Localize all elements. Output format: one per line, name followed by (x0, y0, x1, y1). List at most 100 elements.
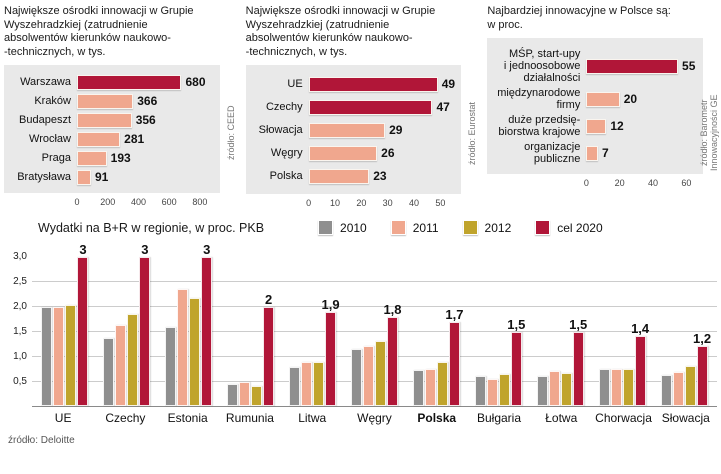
x-axis: 0 200 400 600 800 (4, 193, 220, 207)
bar-row: Czechy 47 (249, 96, 459, 118)
bar-row: Słowacja 29 (249, 119, 459, 141)
bar-row: UE 49 (249, 73, 459, 95)
bar-group: 1,2 (653, 257, 715, 406)
bar-slot: 1,5 (569, 257, 587, 406)
x-axis-label: Litwa (298, 411, 327, 425)
bar-slot (622, 257, 634, 406)
bar-value-label: 3 (141, 242, 149, 257)
x-axis-tick: 0 (306, 198, 312, 208)
bar (598, 369, 610, 406)
bar-slot (660, 257, 672, 406)
bar-chart-cities: Warszawa 680 Kraków 366 Budapeszt 356 Wrocław 2… (4, 65, 220, 207)
category-label: Słowacja (258, 124, 303, 136)
bar (308, 122, 386, 138)
bar-slot: 1,5 (507, 257, 525, 406)
bar-slot (486, 257, 498, 406)
bar-slot (548, 257, 560, 406)
y-axis-tick: 1,0 (13, 351, 27, 362)
bar-area: 29 (308, 122, 459, 138)
bar-row: Praga 193 (7, 149, 217, 167)
x-axis-label: Rumunia (225, 411, 274, 425)
bar (448, 321, 460, 406)
category-label: Warszawa (20, 76, 71, 88)
legend-item: 2011 (390, 220, 439, 235)
bar (622, 368, 634, 406)
bar-slot (374, 257, 386, 406)
bar (560, 373, 572, 406)
bar-value: 12 (610, 119, 624, 133)
bar-value: 47 (436, 100, 450, 114)
legend-swatch (535, 220, 551, 235)
category-label: Bratysława (17, 171, 71, 183)
bar-value: 49 (441, 77, 456, 91)
bar-value: 23 (373, 169, 387, 183)
legend-item: cel 2020 (535, 220, 603, 235)
bar (325, 311, 337, 406)
bar (103, 338, 115, 406)
bar-slot (536, 257, 548, 406)
bar-slot (350, 257, 362, 406)
bar (412, 370, 424, 406)
bar (127, 314, 139, 406)
bar-slot: 1,2 (693, 257, 711, 406)
source-label: źródło: Barometr Innowacyjności GE (699, 94, 720, 172)
x-axis-label: Słowacja (661, 411, 710, 425)
bar-slot (53, 257, 65, 406)
bar (586, 91, 620, 107)
bar-value-label: 3 (79, 242, 87, 257)
bar (308, 76, 438, 92)
bar-value-label: 1,4 (631, 321, 650, 337)
bar-chart-innovative-entities: MŚP, start-upy i jednoosobowe działalnoś… (487, 38, 704, 188)
bar-slot (65, 257, 77, 406)
bar (77, 131, 121, 147)
bar (77, 112, 132, 128)
bar (672, 372, 684, 406)
bar (289, 366, 301, 406)
x-axis-label: Łotwa (545, 411, 578, 425)
y-axis-tick: 2,0 (13, 301, 27, 312)
bar (350, 348, 362, 406)
chart-title: Wydatki na B+R w regionie, w proc. PKB (38, 220, 265, 235)
bar (436, 361, 448, 406)
bar-slot (412, 257, 424, 406)
bar (308, 168, 370, 184)
bar-slot (610, 257, 622, 406)
bar-area: 193 (77, 150, 217, 166)
x-axis-label: Bułgaria (476, 411, 521, 425)
y-axis-tick: 2,5 (13, 276, 27, 287)
x-axis-tick: 30 (382, 198, 393, 208)
category-label: Wrocław (29, 133, 71, 145)
bar (486, 378, 498, 406)
bar-slot (103, 257, 115, 406)
bar-value-label: 3 (203, 242, 211, 257)
x-axis-tick: 50 (435, 198, 446, 208)
bar-value: 7 (602, 146, 609, 160)
bar-value: 20 (623, 92, 638, 106)
bar-chart-countries: UE 49 Czechy 47 Słowacja 29 Węgry 26 Polska 23 0 10… (245, 65, 462, 208)
x-axis-ticks: 0 200 400 600 800 (74, 197, 207, 207)
bar (177, 288, 189, 406)
legend-swatch (462, 220, 478, 235)
bar-value-label: 2 (265, 291, 273, 307)
bar-slot: 1,9 (322, 257, 340, 406)
bar-group: 3 (158, 243, 220, 406)
x-axis-area: 0 10 20 30 40 50 (306, 198, 459, 208)
bar-value: 366 (137, 94, 158, 108)
bar-slot (684, 257, 696, 406)
bar-slot (560, 257, 572, 406)
bar-slot (115, 257, 127, 406)
x-axis-tick: 40 (409, 198, 420, 208)
bar-area: 366 (77, 93, 217, 109)
category-label: MŚP, start-upy i jednoosobowe działalnoś… (503, 48, 581, 84)
category-label: międzynarodowe firmy (497, 87, 581, 111)
bar (374, 341, 386, 406)
x-axis-area: 0 20 40 60 (584, 178, 700, 188)
bar (586, 145, 598, 161)
bar (139, 257, 151, 406)
bar (386, 316, 398, 406)
legend-item: 2012 (462, 220, 511, 235)
bar-row: Kraków 366 (7, 92, 217, 110)
bar (308, 145, 378, 161)
bar (77, 150, 107, 166)
x-axis-label: UE (54, 411, 72, 425)
